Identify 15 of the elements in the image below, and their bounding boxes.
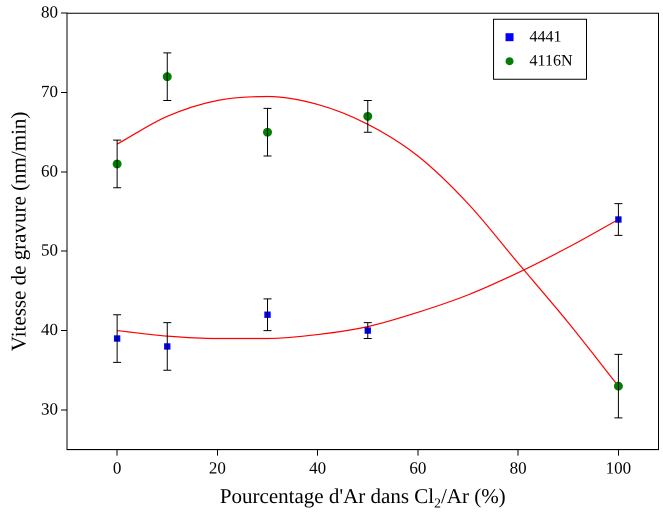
y-tick-label: 30 [41,399,58,418]
y-axis-title: Vitesse de gravure (nm/min) [6,112,31,352]
y-tick-label: 80 [41,2,58,22]
x-tick-label: 40 [309,458,326,478]
legend-label: 4116N [530,52,573,70]
y-tick-label: 40 [41,320,58,340]
legend-label: 4441 [530,28,562,46]
x-tick-label: 80 [510,458,527,478]
y-tick-label: 50 [41,240,58,260]
x-tick-label: 100 [606,458,632,478]
y-tick-label: 70 [41,82,58,102]
x-tick-label: 0 [112,458,122,478]
y-tick-label: 60 [41,161,58,180]
x-tick-label: 20 [208,458,226,478]
x-tick-label: 60 [409,458,426,478]
